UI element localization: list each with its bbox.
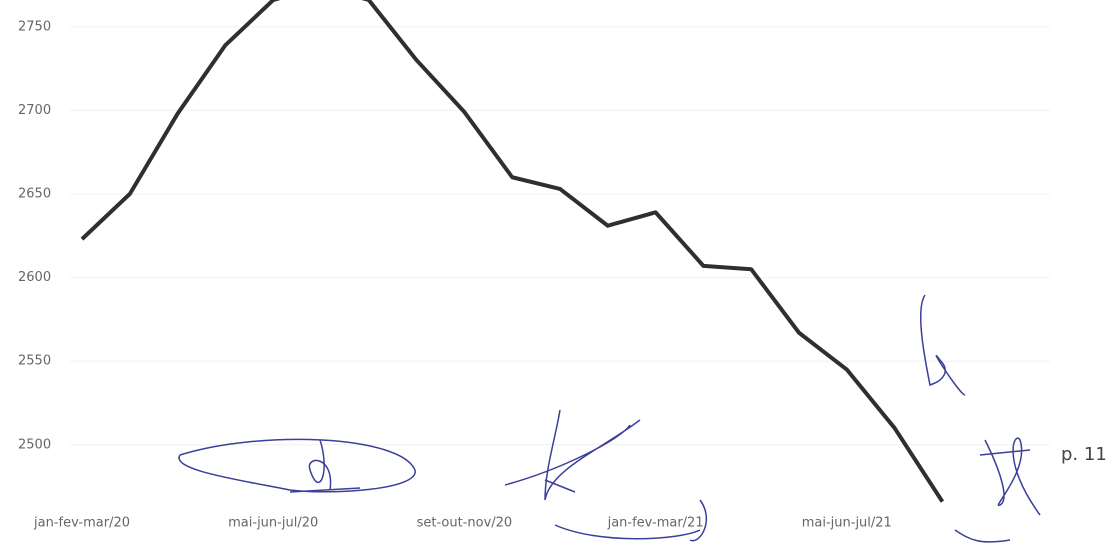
labels: 2500 2550 2600 2650 2700 2750 jan-fev-mar/20 ma… [18,19,892,530]
signatures [178,294,1041,543]
x-tick-label: jan-fev-mar/21 [607,516,704,531]
x-tick-label: jan-fev-mar/20 [33,516,130,531]
y-tick-label: 2500 [18,437,51,452]
signature [919,294,1041,516]
line [80,0,945,503]
plot [80,0,945,503]
x-tick-label: mai-jun-jul/21 [802,516,892,531]
y-tick-label: 2750 [18,19,51,34]
y-tick-label: 2650 [18,186,51,201]
page-number: p. 11 [1061,444,1107,465]
y-tick-label: 2600 [18,270,51,285]
y-tick-label: 2550 [18,354,51,369]
x-tick-label: set-out-nov/20 [417,516,513,531]
x-tick-label: mai-jun-jul/20 [228,516,318,531]
y-tick-label: 2700 [18,103,51,118]
grid [70,26,1050,446]
signature [178,438,416,493]
signature [504,409,641,501]
signature [554,499,1011,543]
